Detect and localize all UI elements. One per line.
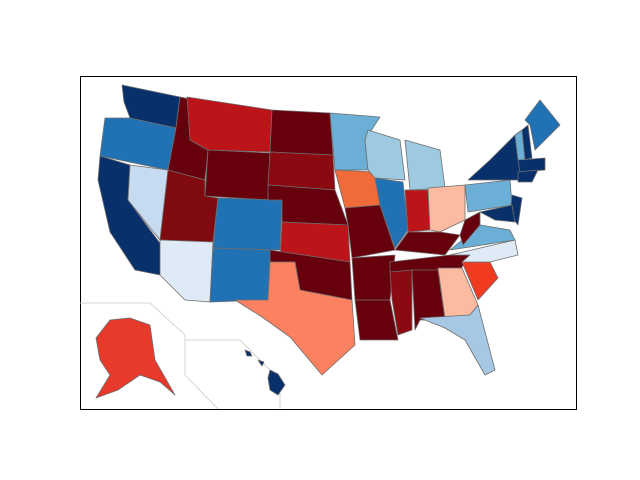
region [524, 99, 561, 151]
regions [95, 84, 561, 399]
inset-border [80, 302, 219, 410]
region [517, 157, 546, 173]
region [204, 149, 271, 201]
region [269, 109, 334, 156]
region [234, 261, 356, 376]
region [394, 231, 461, 256]
region [159, 239, 214, 303]
region [95, 317, 176, 399]
region [374, 177, 409, 249]
region [209, 247, 271, 303]
region [354, 299, 399, 341]
region [419, 304, 496, 376]
region [521, 124, 533, 161]
inset-border [185, 339, 281, 409]
region [517, 169, 539, 183]
region [344, 204, 396, 259]
region [427, 184, 466, 233]
region [351, 254, 396, 301]
region [267, 151, 336, 191]
region [212, 197, 283, 251]
region [389, 269, 413, 336]
region [404, 189, 431, 233]
region [479, 204, 516, 223]
region [186, 96, 273, 153]
region [459, 211, 481, 246]
region [244, 349, 286, 396]
